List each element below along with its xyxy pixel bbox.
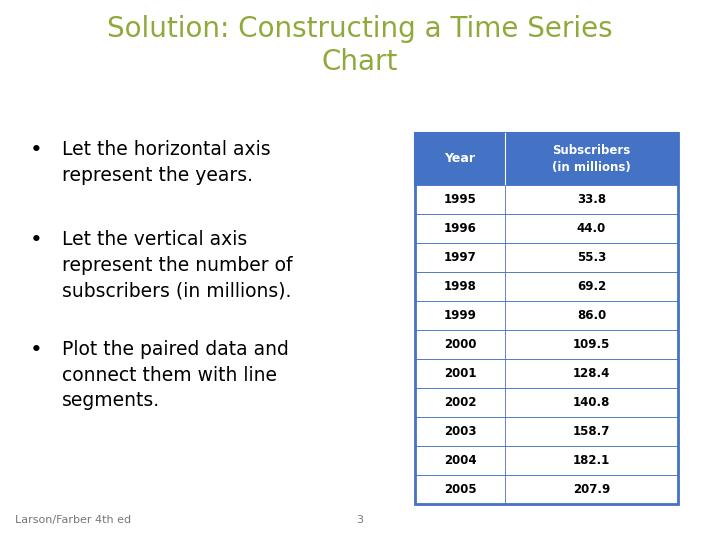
Text: 1997: 1997 bbox=[444, 251, 477, 264]
Text: 2005: 2005 bbox=[444, 483, 477, 496]
Text: 44.0: 44.0 bbox=[577, 222, 606, 235]
Text: 1998: 1998 bbox=[444, 280, 477, 293]
FancyBboxPatch shape bbox=[415, 243, 678, 272]
FancyBboxPatch shape bbox=[415, 417, 678, 446]
Text: 1999: 1999 bbox=[444, 309, 477, 322]
Text: 1995: 1995 bbox=[444, 193, 477, 206]
Text: 2002: 2002 bbox=[444, 396, 476, 409]
Text: Let the horizontal axis
represent the years.: Let the horizontal axis represent the ye… bbox=[62, 140, 271, 185]
Text: Let the vertical axis
represent the number of
subscribers (in millions).: Let the vertical axis represent the numb… bbox=[62, 230, 292, 300]
Text: 2001: 2001 bbox=[444, 367, 476, 380]
Text: 33.8: 33.8 bbox=[577, 193, 606, 206]
Text: •: • bbox=[30, 340, 42, 360]
Text: 2000: 2000 bbox=[444, 338, 476, 351]
FancyBboxPatch shape bbox=[415, 475, 678, 504]
FancyBboxPatch shape bbox=[415, 446, 678, 475]
Text: Larson/Farber 4th ed: Larson/Farber 4th ed bbox=[15, 515, 131, 525]
Text: 55.3: 55.3 bbox=[577, 251, 606, 264]
Text: 2003: 2003 bbox=[444, 425, 476, 438]
Text: 140.8: 140.8 bbox=[573, 396, 610, 409]
FancyBboxPatch shape bbox=[415, 359, 678, 388]
Text: 128.4: 128.4 bbox=[573, 367, 610, 380]
Text: Plot the paired data and
connect them with line
segments.: Plot the paired data and connect them wi… bbox=[62, 340, 289, 410]
FancyBboxPatch shape bbox=[415, 214, 678, 243]
Text: 3: 3 bbox=[356, 515, 364, 525]
Text: Solution: Constructing a Time Series
Chart: Solution: Constructing a Time Series Cha… bbox=[107, 15, 613, 77]
Text: 182.1: 182.1 bbox=[573, 454, 610, 467]
Text: 207.9: 207.9 bbox=[573, 483, 610, 496]
FancyBboxPatch shape bbox=[415, 185, 678, 214]
Text: Year: Year bbox=[444, 152, 475, 165]
FancyBboxPatch shape bbox=[415, 272, 678, 301]
Text: 2004: 2004 bbox=[444, 454, 477, 467]
FancyBboxPatch shape bbox=[415, 388, 678, 417]
Text: 1996: 1996 bbox=[444, 222, 477, 235]
FancyBboxPatch shape bbox=[415, 133, 678, 185]
Text: 86.0: 86.0 bbox=[577, 309, 606, 322]
Text: •: • bbox=[30, 140, 42, 160]
Text: 109.5: 109.5 bbox=[573, 338, 610, 351]
Text: Subscribers
(in millions): Subscribers (in millions) bbox=[552, 145, 631, 173]
FancyBboxPatch shape bbox=[415, 301, 678, 330]
FancyBboxPatch shape bbox=[415, 330, 678, 359]
Text: •: • bbox=[30, 230, 42, 250]
Text: 158.7: 158.7 bbox=[573, 425, 610, 438]
Text: 69.2: 69.2 bbox=[577, 280, 606, 293]
